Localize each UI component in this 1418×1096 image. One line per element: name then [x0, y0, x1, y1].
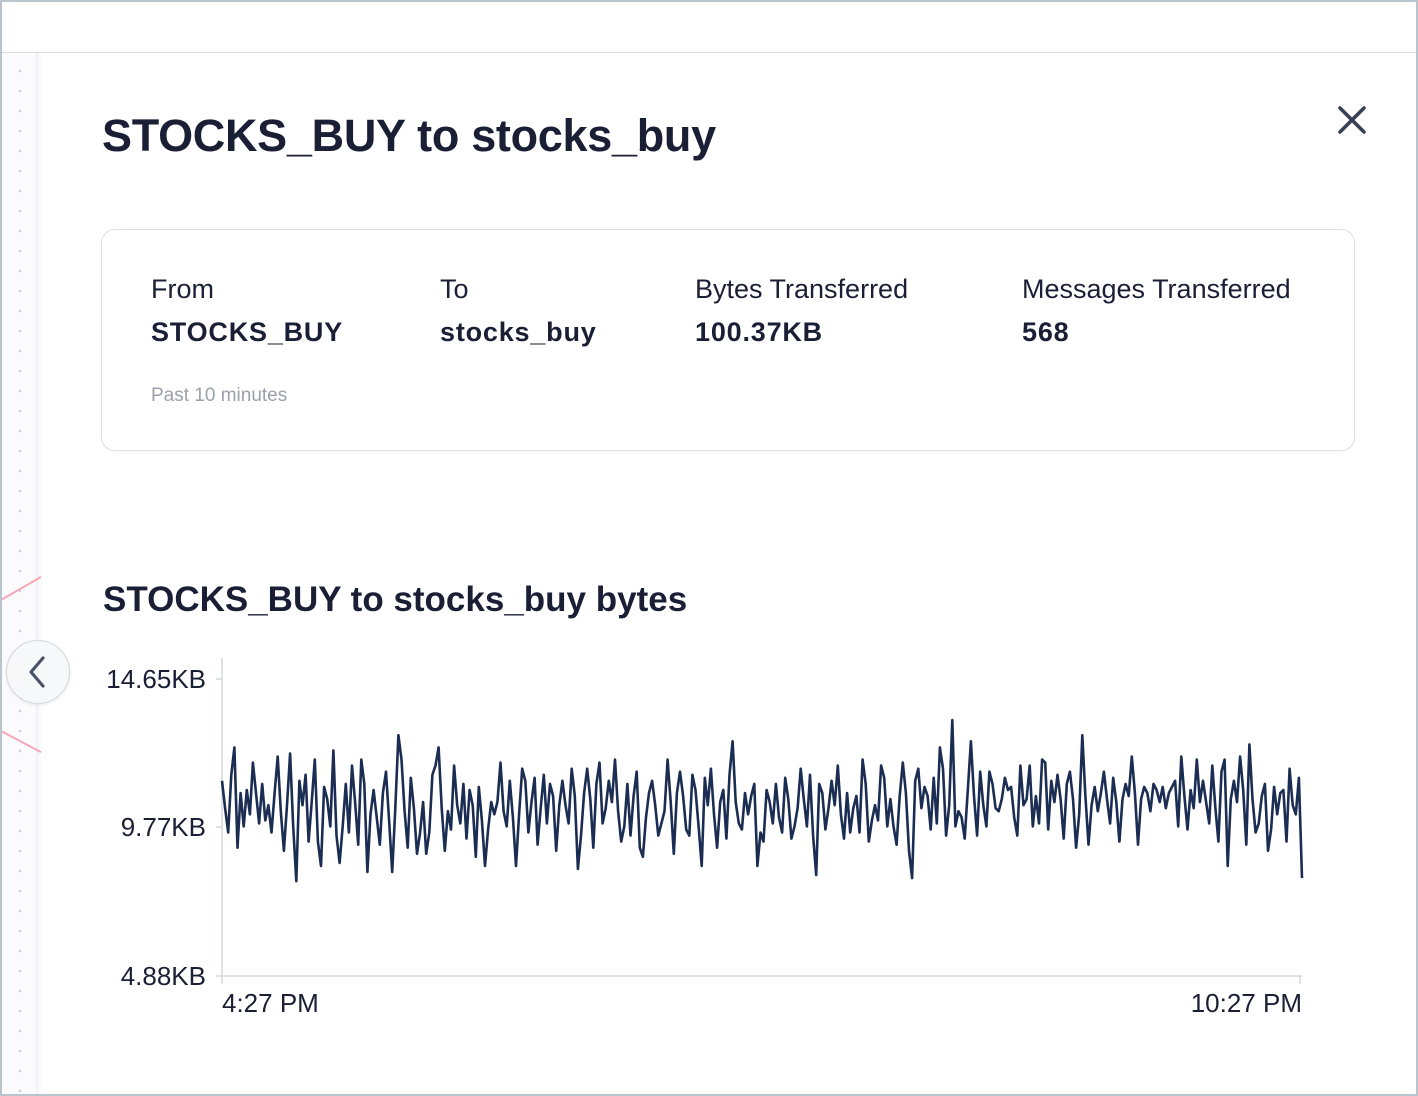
bytes-line-chart: 14.65KB 9.77KB 4.88KB 4:27 PM 10:27 PM	[106, 658, 1304, 1018]
stat-label: Messages Transferred	[1022, 274, 1291, 304]
series-line	[220, 718, 1304, 883]
y-tick-label: 14.65KB	[106, 664, 206, 694]
x-tick-label: 10:27 PM	[1191, 988, 1302, 1018]
collapse-panel-button[interactable]	[6, 640, 70, 704]
stat-value: 100.37KB	[695, 317, 823, 347]
canvas-background	[2, 53, 38, 1094]
stat-value: 568	[1022, 317, 1070, 347]
chevron-left-icon	[29, 656, 45, 688]
stat-messages-transferred: Messages Transferred 568	[1022, 274, 1291, 348]
x-tick-label: 4:27 PM	[222, 988, 319, 1018]
panel-title: STOCKS_BUY to stocks_buy	[102, 110, 716, 161]
stat-value: stocks_buy	[440, 317, 597, 347]
y-tick-label: 4.88KB	[121, 961, 206, 991]
stat-value: STOCKS_BUY	[151, 317, 344, 347]
stat-label: From	[151, 274, 214, 304]
panel-shadow	[36, 53, 42, 1094]
chart-title: STOCKS_BUY to stocks_buy bytes	[103, 580, 688, 619]
stat-label: To	[440, 274, 469, 304]
y-tick-label: 9.77KB	[121, 812, 206, 842]
summary-card: From STOCKS_BUY To stocks_buy Bytes Tran…	[101, 229, 1355, 451]
close-icon	[1338, 106, 1366, 134]
stat-label: Bytes Transferred	[695, 274, 909, 304]
stat-to: To stocks_buy	[440, 274, 597, 348]
stat-bytes-transferred: Bytes Transferred 100.37KB	[695, 274, 908, 348]
stat-from: From STOCKS_BUY	[151, 274, 343, 348]
top-bar	[2, 2, 1416, 53]
time-period-note: Past 10 minutes	[151, 385, 288, 406]
close-button[interactable]	[1332, 100, 1372, 140]
